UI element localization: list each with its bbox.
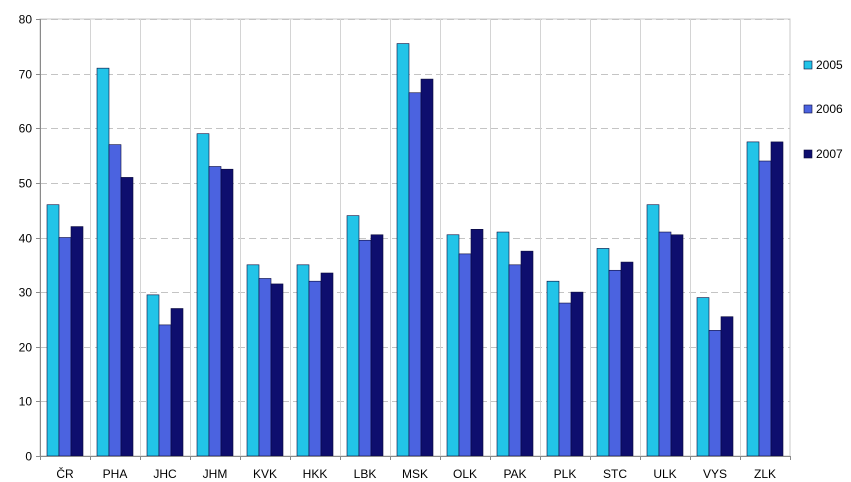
bar-2006-LBK [358,239,372,457]
y-tick-label: 0 [25,450,32,464]
x-tick-label: LBK [354,467,377,481]
bar-2005-STC [596,248,610,457]
bar-2007-LBK [370,234,384,457]
legend-label-2005: 2005 [816,58,843,72]
y-tick-label: 70 [19,68,33,82]
y-tick-label: 80 [19,13,33,27]
bar-2005-ČR [46,204,60,457]
bar-2005-JHM [196,133,210,457]
bar-2006-PHA [108,144,122,457]
x-tick-label: OLK [453,467,477,481]
bar-2007-OLK [470,229,484,457]
x-tick-label: JHC [153,467,177,481]
bar-2007-MSK [420,78,434,457]
bar-2006-PLK [558,302,572,457]
bar-2005-PAK [496,231,510,457]
y-tick-label: 40 [19,232,33,246]
bar-2007-ZLK [770,141,784,457]
x-tick-label: PHA [103,467,128,481]
y-tick-label: 50 [19,177,33,191]
bar-2005-ULK [646,204,660,457]
bar-2007-ČR [70,226,84,457]
bar-2007-PHA [120,177,134,457]
bar-2007-KVK [270,283,284,457]
y-tick-label: 20 [19,341,33,355]
bar-2007-JHM [220,168,234,457]
legend-label-2006: 2006 [816,102,843,116]
bar-2007-STC [620,261,634,457]
bar-2006-JHM [208,166,222,457]
bar-2006-STC [608,269,622,457]
bar-2005-OLK [446,234,460,457]
x-tick-label: KVK [253,467,277,481]
y-tick-label: 60 [19,122,33,136]
bar-2006-ZLK [758,160,772,457]
bar-2007-JHC [170,308,184,457]
bar-2005-KVK [246,264,260,457]
x-tick-label: VYS [703,467,727,481]
bar-2006-JHC [158,324,172,457]
legend-swatch-2005 [803,60,813,70]
legend-swatch-2007 [803,149,813,159]
bar-2006-ČR [58,237,72,457]
bar-2006-KVK [258,278,272,457]
bar-2007-PLK [570,291,584,457]
legend-label-2007: 2007 [816,147,843,161]
bar-2007-PAK [520,250,534,457]
bar-2006-ULK [658,231,672,457]
bar-2005-HKK [296,264,310,457]
axes: 0 10 20 30 40 50 60 70 80 ČR PHA JHC JHM KVK HKK LBK MSK… [19,13,791,481]
bar-2005-PHA [96,67,110,457]
x-tick-label: HKK [303,467,328,481]
x-tick-label: MSK [402,467,428,481]
x-tick-label: PLK [554,467,577,481]
bar-2006-VYS [708,330,722,457]
bars [46,43,784,457]
x-tick-label: ČR [56,466,74,481]
x-tick-label: ULK [653,467,676,481]
x-tick-label: JHM [203,467,228,481]
bar-2006-HKK [308,280,322,457]
x-tick-label: PAK [503,467,526,481]
bar-2007-VYS [720,316,734,457]
bar-2005-MSK [396,43,410,457]
bar-2005-PLK [546,280,560,457]
bar-2005-LBK [346,215,360,457]
bar-2005-JHC [146,294,160,457]
legend-swatch-2006 [803,104,813,114]
y-tick-label: 30 [19,286,33,300]
bar-2006-OLK [458,253,472,457]
x-tick-label: ZLK [754,467,776,481]
y-tick-label: 10 [19,395,33,409]
legend: 2005 2006 2007 [803,58,843,161]
bar-2005-ZLK [746,141,760,457]
x-tick-label: STC [603,467,627,481]
bar-2007-HKK [320,272,334,457]
bar-2007-ULK [670,234,684,457]
bar-2005-VYS [696,297,710,457]
bar-2006-MSK [408,92,422,457]
bar-2006-PAK [508,264,522,457]
